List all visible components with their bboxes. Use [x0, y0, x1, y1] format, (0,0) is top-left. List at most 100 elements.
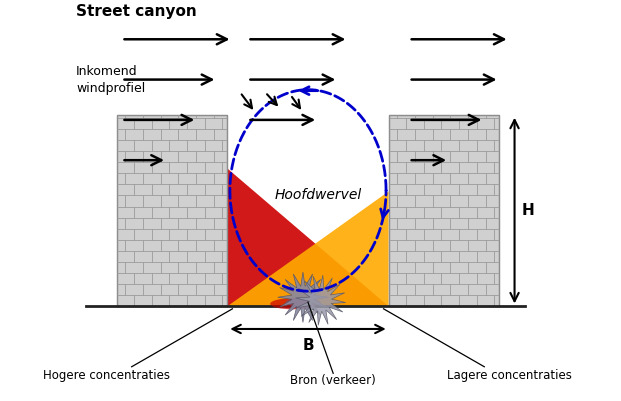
Bar — [187, 273, 205, 284]
Bar — [117, 207, 134, 218]
Bar — [205, 295, 222, 306]
Bar — [397, 195, 415, 207]
Bar — [415, 151, 433, 162]
Bar — [442, 184, 459, 195]
Bar — [442, 229, 459, 240]
Bar — [161, 173, 178, 184]
Bar — [486, 115, 499, 118]
Bar — [117, 195, 125, 207]
Bar — [433, 115, 450, 118]
Bar — [170, 118, 187, 129]
Bar — [134, 295, 152, 306]
Bar — [450, 240, 468, 251]
Bar — [152, 118, 170, 129]
Bar — [389, 173, 397, 184]
Bar — [424, 229, 442, 240]
Bar — [205, 229, 222, 240]
Bar — [117, 115, 125, 118]
Bar — [389, 195, 397, 207]
Bar — [424, 273, 442, 284]
Bar — [424, 207, 442, 218]
Bar — [477, 229, 494, 240]
Bar — [214, 115, 227, 118]
Bar — [433, 173, 450, 184]
Bar — [134, 184, 152, 195]
Bar — [205, 118, 222, 129]
Bar — [187, 162, 205, 173]
Bar — [170, 295, 187, 306]
Bar — [143, 218, 161, 229]
Bar — [486, 173, 499, 184]
Bar — [205, 184, 222, 195]
Bar — [415, 284, 433, 295]
Bar — [117, 162, 134, 173]
Bar — [205, 273, 222, 284]
Bar — [125, 115, 143, 118]
Bar — [143, 195, 161, 207]
Bar — [125, 240, 143, 251]
Bar — [125, 195, 143, 207]
Bar — [152, 273, 170, 284]
Polygon shape — [296, 275, 346, 325]
Bar — [389, 284, 397, 295]
Text: B: B — [302, 338, 314, 353]
Bar — [170, 184, 187, 195]
Bar — [134, 162, 152, 173]
Bar — [389, 218, 397, 229]
Bar — [450, 218, 468, 229]
Bar — [433, 240, 450, 251]
Bar — [161, 195, 178, 207]
Text: Lagere concentraties: Lagere concentraties — [447, 369, 572, 382]
Bar — [125, 173, 143, 184]
Bar — [459, 273, 477, 284]
Bar — [442, 118, 459, 129]
Bar — [415, 173, 433, 184]
Bar — [134, 273, 152, 284]
Bar — [222, 295, 227, 306]
Bar — [389, 115, 397, 118]
Bar — [178, 262, 196, 273]
Bar — [494, 273, 499, 284]
Bar — [433, 262, 450, 273]
Bar — [222, 140, 227, 151]
Bar — [222, 229, 227, 240]
Bar — [424, 140, 442, 151]
Bar — [397, 115, 415, 118]
Bar — [406, 162, 424, 173]
Bar — [152, 251, 170, 262]
Bar — [433, 218, 450, 229]
Bar — [450, 151, 468, 162]
Bar — [222, 273, 227, 284]
Bar — [415, 218, 433, 229]
Bar — [196, 284, 214, 295]
Bar — [152, 184, 170, 195]
Bar — [178, 115, 196, 118]
Bar — [406, 295, 424, 306]
Bar — [196, 173, 214, 184]
Bar — [161, 151, 178, 162]
Bar — [389, 162, 406, 173]
Bar — [450, 115, 468, 118]
Bar — [486, 284, 499, 295]
Bar — [397, 240, 415, 251]
Bar — [196, 262, 214, 273]
Bar — [214, 195, 227, 207]
Bar — [134, 207, 152, 218]
Bar — [494, 140, 499, 151]
Bar — [178, 195, 196, 207]
Bar — [187, 229, 205, 240]
Polygon shape — [227, 191, 389, 306]
Bar — [389, 295, 406, 306]
Bar — [424, 162, 442, 173]
Bar — [214, 218, 227, 229]
Bar — [161, 262, 178, 273]
Text: Street canyon: Street canyon — [76, 4, 197, 19]
Bar — [442, 273, 459, 284]
Bar — [486, 151, 499, 162]
Bar — [459, 295, 477, 306]
Bar — [415, 115, 433, 118]
Bar — [214, 151, 227, 162]
Bar — [486, 262, 499, 273]
Bar — [389, 207, 406, 218]
Bar — [117, 151, 125, 162]
